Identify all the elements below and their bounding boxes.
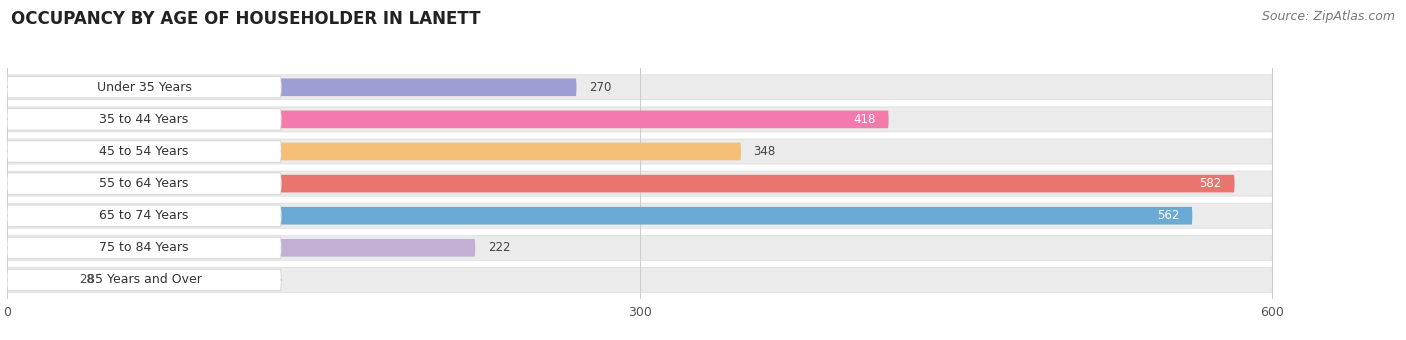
Text: Source: ZipAtlas.com: Source: ZipAtlas.com — [1261, 10, 1395, 23]
FancyBboxPatch shape — [7, 173, 281, 194]
Text: 222: 222 — [488, 241, 510, 254]
FancyBboxPatch shape — [7, 109, 281, 130]
FancyBboxPatch shape — [7, 76, 281, 98]
Text: 45 to 54 Years: 45 to 54 Years — [100, 145, 188, 158]
FancyBboxPatch shape — [7, 75, 1272, 100]
FancyBboxPatch shape — [7, 203, 1272, 228]
FancyBboxPatch shape — [7, 239, 475, 257]
Text: Under 35 Years: Under 35 Years — [97, 81, 191, 94]
Text: 35 to 44 Years: 35 to 44 Years — [100, 113, 188, 126]
FancyBboxPatch shape — [7, 175, 1234, 192]
Text: 85 Years and Over: 85 Years and Over — [87, 273, 201, 286]
FancyBboxPatch shape — [7, 237, 281, 258]
FancyBboxPatch shape — [7, 141, 281, 162]
FancyBboxPatch shape — [7, 107, 1272, 132]
FancyBboxPatch shape — [7, 205, 281, 226]
FancyBboxPatch shape — [7, 267, 1272, 292]
FancyBboxPatch shape — [7, 143, 741, 160]
FancyBboxPatch shape — [7, 139, 1272, 164]
Text: 28: 28 — [79, 273, 94, 286]
FancyBboxPatch shape — [7, 269, 281, 291]
Text: 75 to 84 Years: 75 to 84 Years — [100, 241, 188, 254]
Text: 418: 418 — [853, 113, 876, 126]
FancyBboxPatch shape — [7, 271, 66, 289]
FancyBboxPatch shape — [7, 110, 889, 128]
Text: 582: 582 — [1199, 177, 1222, 190]
FancyBboxPatch shape — [7, 207, 1192, 224]
Text: 55 to 64 Years: 55 to 64 Years — [100, 177, 188, 190]
Text: OCCUPANCY BY AGE OF HOUSEHOLDER IN LANETT: OCCUPANCY BY AGE OF HOUSEHOLDER IN LANET… — [11, 10, 481, 28]
Text: 348: 348 — [754, 145, 776, 158]
Text: 270: 270 — [589, 81, 612, 94]
Text: 562: 562 — [1157, 209, 1180, 222]
Text: 65 to 74 Years: 65 to 74 Years — [100, 209, 188, 222]
FancyBboxPatch shape — [7, 235, 1272, 260]
FancyBboxPatch shape — [7, 79, 576, 96]
FancyBboxPatch shape — [7, 171, 1272, 196]
